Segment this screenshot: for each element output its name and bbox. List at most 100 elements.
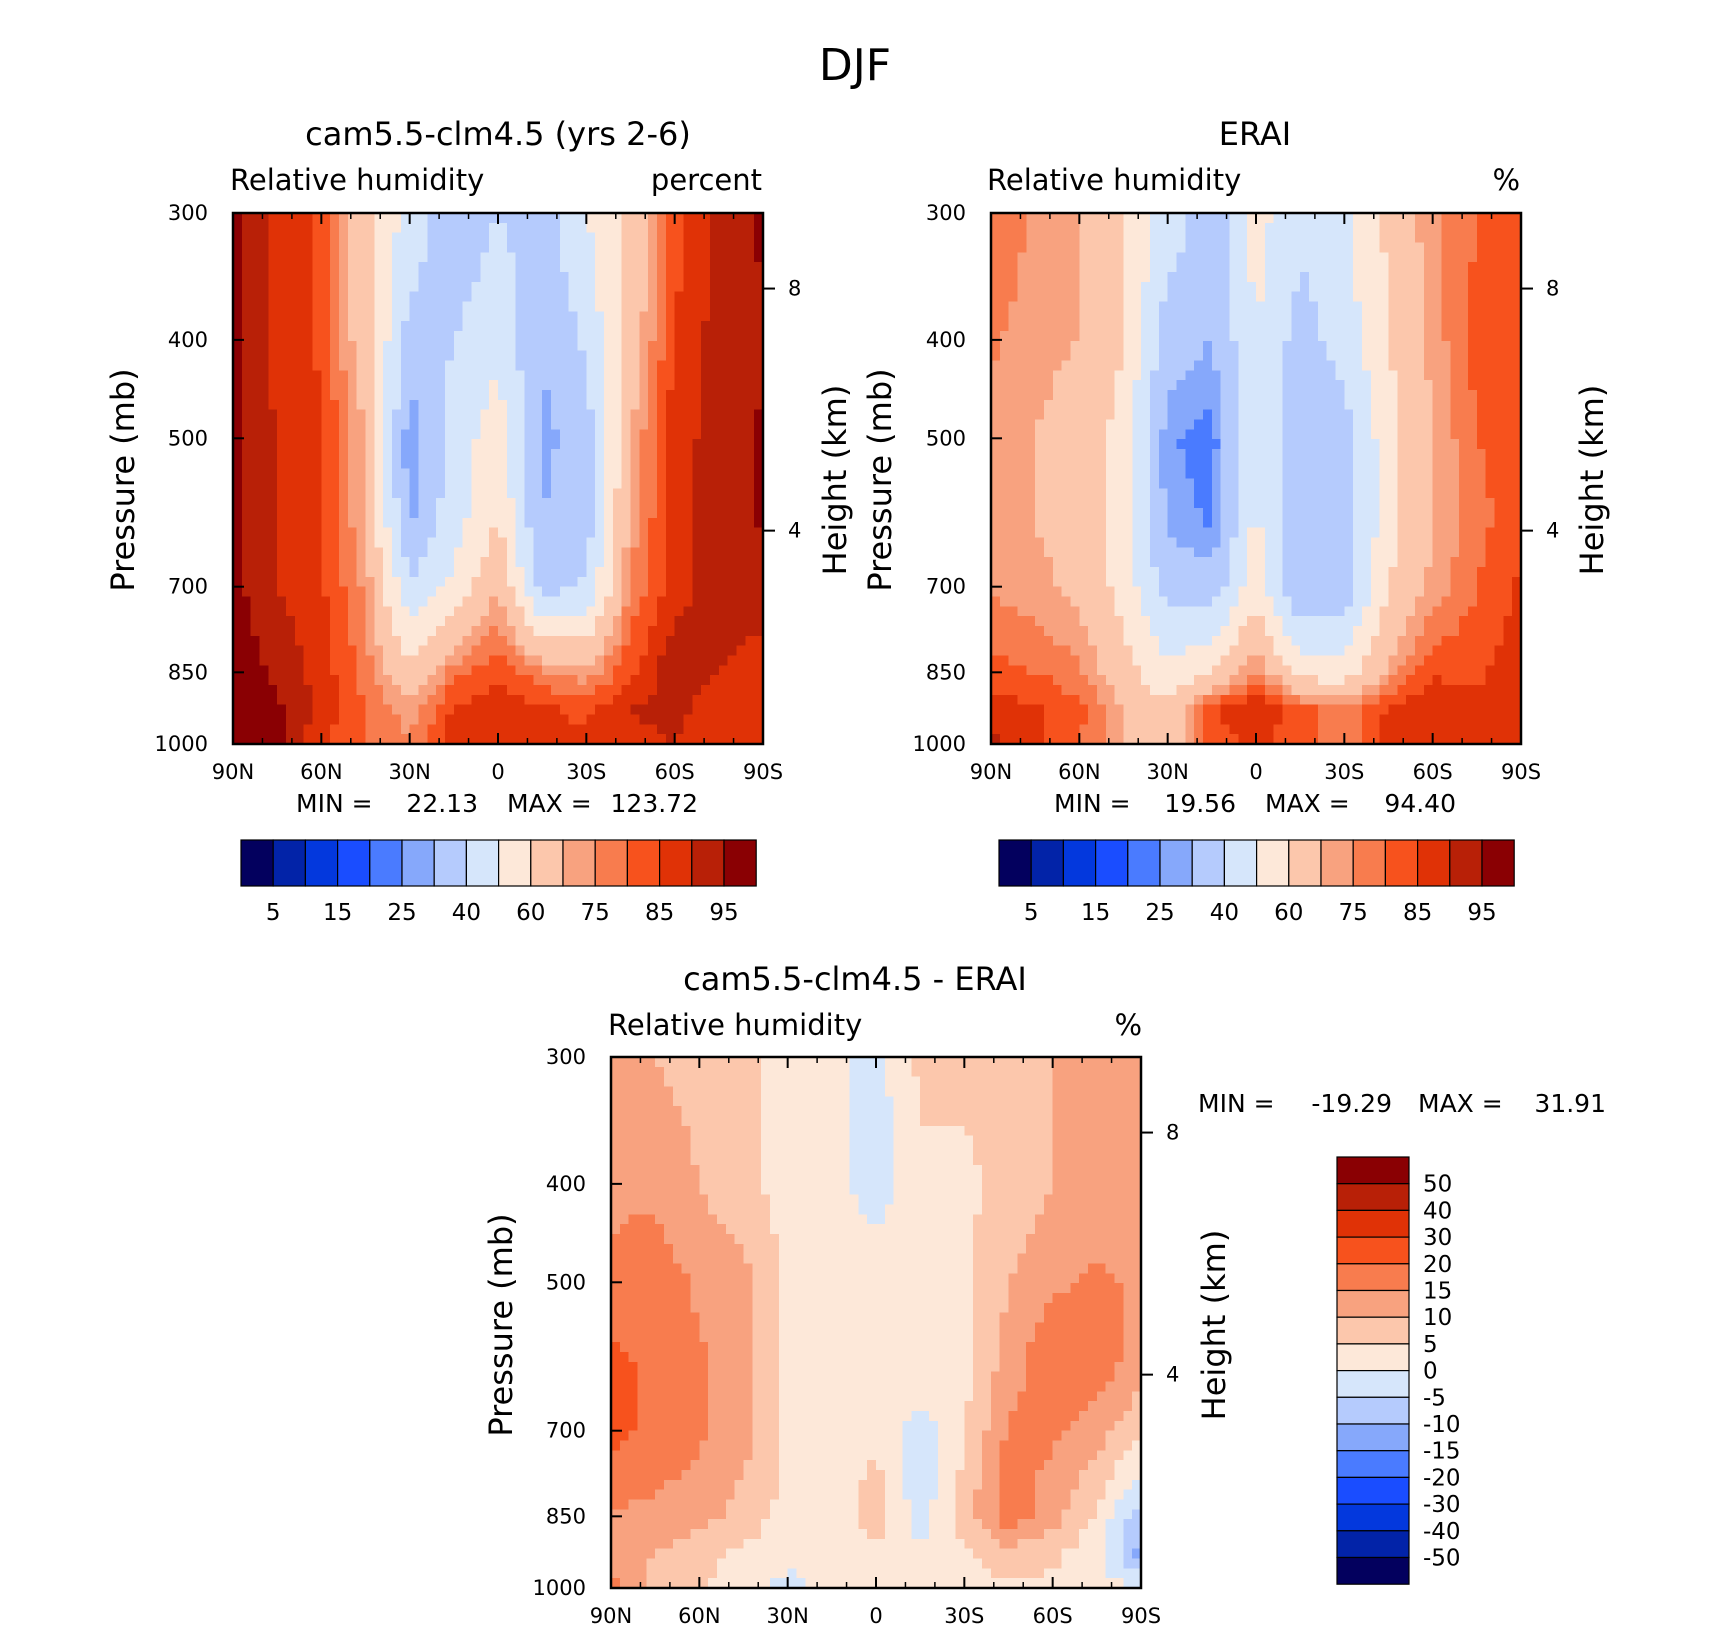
contour-cell	[462, 517, 473, 529]
contour-cell	[1459, 291, 1469, 303]
contour-cell	[294, 232, 305, 244]
contour-cell	[1211, 478, 1222, 489]
contour-cell	[250, 311, 261, 322]
contour-cell	[604, 213, 614, 224]
contour-cell	[1211, 390, 1222, 401]
contour-cell	[1150, 458, 1160, 470]
contour-cell	[559, 478, 570, 489]
colorbar-label: 60	[516, 900, 545, 926]
contour-cell	[568, 242, 579, 253]
contour-cell	[1344, 409, 1354, 421]
contour-cell	[453, 685, 464, 696]
contour-cell	[551, 498, 561, 509]
contour-cell	[1026, 311, 1036, 322]
contour-cell	[595, 576, 605, 588]
contour-cell	[515, 645, 526, 657]
contour-cell	[489, 360, 499, 371]
contour-cell	[303, 468, 314, 480]
contour-cell	[1238, 429, 1248, 440]
contour-cell	[1185, 311, 1195, 322]
contour-cell	[612, 321, 623, 332]
contour-cell	[1317, 232, 1328, 244]
contour-cell	[453, 586, 464, 598]
contour-cell	[710, 567, 720, 578]
contour-cell	[577, 331, 587, 342]
contour-cell	[233, 449, 243, 460]
contour-cell	[586, 281, 596, 293]
contour-cell	[1344, 301, 1354, 312]
contour-cell	[551, 449, 561, 460]
contour-cell	[330, 576, 340, 588]
contour-cell	[436, 635, 446, 647]
contour-cell	[595, 547, 605, 558]
contour-cell	[339, 458, 349, 470]
contour-cell	[665, 557, 676, 568]
contour-cell	[710, 724, 720, 735]
contour-cell	[233, 350, 243, 362]
contour-cell	[250, 222, 261, 234]
contour-cell	[339, 350, 349, 362]
contour-cell	[1061, 350, 1072, 362]
contour-cell	[639, 399, 649, 411]
contour-cell	[1362, 262, 1372, 273]
contour-cell	[515, 714, 526, 725]
contour-cell	[745, 645, 755, 657]
contour-cell	[427, 694, 437, 706]
contour-cell	[286, 340, 296, 352]
contour-cell	[321, 272, 331, 283]
contour-cell	[621, 655, 632, 666]
contour-cell	[418, 272, 428, 283]
contour-cell	[745, 557, 755, 568]
contour-cell	[321, 242, 331, 253]
contour-cell	[1335, 321, 1345, 332]
contour-cell	[551, 321, 561, 332]
contour-cell	[595, 301, 605, 312]
contour-cell	[321, 458, 331, 470]
contour-cell	[1362, 232, 1372, 244]
contour-cell	[347, 311, 358, 322]
contour-cell	[1105, 242, 1116, 253]
contour-cell	[1459, 439, 1469, 450]
contour-cell	[498, 576, 508, 588]
contour-cell	[1017, 370, 1027, 381]
contour-cell	[418, 665, 428, 676]
contour-cell	[1379, 370, 1390, 381]
contour-cell	[347, 380, 358, 391]
contour-cell	[586, 547, 596, 558]
contour-cell	[1291, 262, 1301, 273]
contour-cell	[991, 360, 1001, 371]
contour-cell	[445, 262, 455, 273]
contour-cell	[1070, 458, 1080, 470]
contour-cell	[1114, 291, 1125, 303]
contour-cell	[754, 252, 764, 263]
contour-cell	[312, 724, 322, 735]
contour-cell	[727, 527, 738, 539]
contour-cell	[612, 724, 623, 735]
contour-cell	[1132, 340, 1142, 352]
contour-cell	[1300, 399, 1310, 411]
contour-cell	[718, 242, 729, 253]
contour-cell	[1123, 360, 1133, 371]
contour-cell	[533, 242, 543, 253]
contour-cell	[1273, 222, 1284, 234]
contour-cell	[436, 252, 446, 263]
contour-cell	[303, 222, 314, 234]
contour-cell	[294, 222, 305, 234]
contour-cell	[427, 517, 437, 529]
contour-cell	[745, 360, 755, 371]
contour-cell	[754, 626, 764, 637]
contour-cell	[1388, 380, 1398, 391]
contour-cell	[630, 458, 640, 470]
contour-cell	[294, 616, 305, 627]
contour-cell	[1370, 449, 1381, 460]
contour-cell	[1512, 390, 1522, 401]
contour-cell	[621, 458, 632, 470]
contour-cell	[710, 458, 720, 470]
contour-cell	[710, 626, 720, 637]
contour-cell	[692, 429, 702, 440]
contour-cell	[259, 222, 269, 234]
contour-cell	[241, 616, 252, 627]
contour-cell	[1220, 272, 1231, 283]
contour-cell	[1150, 478, 1160, 489]
contour-cell	[718, 213, 729, 224]
